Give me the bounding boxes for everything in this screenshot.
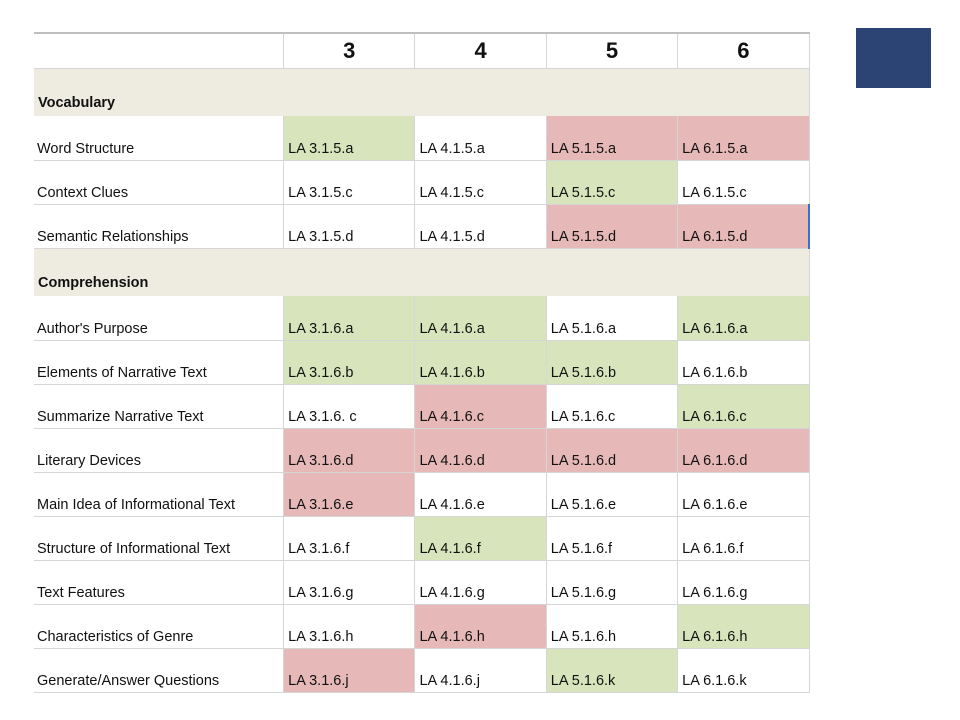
standard-cell-grade-4[interactable]: LA 4.1.5.c: [414, 160, 547, 205]
standard-cell-grade-4[interactable]: LA 4.1.6.j: [414, 648, 547, 693]
row-label[interactable]: Semantic Relationships: [34, 204, 285, 249]
standard-cell-grade-6[interactable]: LA 6.1.6.k: [677, 648, 810, 693]
table-row: Literary Devices LA 3.1.6.d LA 4.1.6.d LA 5…: [34, 428, 810, 473]
standard-cell-grade-5[interactable]: LA 5.1.6.c: [546, 384, 679, 429]
table-row: Main Idea of Informational Text LA 3.1.6.…: [34, 472, 810, 517]
standard-cell-grade-6[interactable]: LA 6.1.6.d: [677, 428, 810, 473]
row-label[interactable]: Word Structure: [34, 116, 285, 161]
standard-cell-grade-5[interactable]: LA 5.1.6.h: [546, 604, 679, 649]
standard-cell-grade-3[interactable]: LA 3.1.6.j: [283, 648, 416, 693]
standard-cell-grade-4[interactable]: LA 4.1.6.f: [414, 516, 547, 561]
row-label[interactable]: Characteristics of Genre: [34, 604, 285, 649]
standard-cell-grade-5[interactable]: LA 5.1.6.e: [546, 472, 679, 517]
row-label[interactable]: Author's Purpose: [34, 296, 285, 341]
section-title[interactable]: Comprehension: [34, 248, 810, 296]
table-row: Semantic Relationships LA 3.1.5.d LA 4.1.…: [34, 204, 811, 249]
grade-header-3[interactable]: 3: [283, 32, 416, 69]
standard-cell-grade-4[interactable]: LA 4.1.6.b: [414, 340, 547, 385]
standard-cell-grade-5[interactable]: LA 5.1.6.b: [546, 340, 679, 385]
section-row-vocabulary: Vocabulary: [34, 68, 810, 116]
standard-cell-grade-5[interactable]: LA 5.1.5.c: [546, 160, 679, 205]
standard-cell-grade-4[interactable]: LA 4.1.6.g: [414, 560, 547, 605]
standard-cell-grade-6[interactable]: LA 6.1.6.c: [677, 384, 810, 429]
standard-cell-grade-4[interactable]: LA 4.1.6.d: [414, 428, 547, 473]
standard-cell-grade-4[interactable]: LA 4.1.5.a: [414, 116, 547, 161]
standard-cell-grade-5[interactable]: LA 5.1.6.f: [546, 516, 679, 561]
table-row: Structure of Informational Text LA 3.1.6.…: [34, 516, 810, 561]
standard-cell-grade-6[interactable]: LA 6.1.6.a: [677, 296, 810, 341]
standard-cell-grade-6[interactable]: LA 6.1.6.g: [677, 560, 810, 605]
standard-cell-grade-5[interactable]: LA 5.1.6.a: [546, 296, 679, 341]
standard-cell-grade-3[interactable]: LA 3.1.6.g: [283, 560, 416, 605]
row-label[interactable]: Structure of Informational Text: [34, 516, 285, 561]
section-row-comprehension: Comprehension: [34, 248, 810, 296]
row-label[interactable]: Text Features: [34, 560, 285, 605]
standard-cell-grade-6[interactable]: LA 6.1.5.a: [677, 116, 810, 161]
grade-header-6[interactable]: 6: [677, 32, 810, 69]
table-row: Generate/Answer Questions LA 3.1.6.j LA 4.…: [34, 648, 810, 693]
standard-cell-grade-5[interactable]: LA 5.1.5.a: [546, 116, 679, 161]
standard-cell-grade-5[interactable]: LA 5.1.5.d: [546, 204, 679, 249]
grade-header-5[interactable]: 5: [546, 32, 679, 69]
standard-cell-grade-3[interactable]: LA 3.1.6.h: [283, 604, 416, 649]
standard-cell-grade-6[interactable]: LA 6.1.6.f: [677, 516, 810, 561]
standard-cell-grade-3[interactable]: LA 3.1.5.c: [283, 160, 416, 205]
row-label[interactable]: Elements of Narrative Text: [34, 340, 285, 385]
standard-cell-grade-5[interactable]: LA 5.1.6.k: [546, 648, 679, 693]
standard-cell-grade-4[interactable]: LA 4.1.6.a: [414, 296, 547, 341]
standard-cell-grade-3[interactable]: LA 3.1.6.e: [283, 472, 416, 517]
standard-cell-grade-5[interactable]: LA 5.1.6.g: [546, 560, 679, 605]
table-row: Text Features LA 3.1.6.g LA 4.1.6.g LA 5.1.…: [34, 560, 810, 605]
header-corner-cell[interactable]: [34, 32, 285, 69]
row-label[interactable]: Literary Devices: [34, 428, 285, 473]
standard-cell-grade-6[interactable]: LA 6.1.6.h: [677, 604, 810, 649]
standard-cell-grade-3[interactable]: LA 3.1.6.d: [283, 428, 416, 473]
accent-square: [856, 28, 931, 88]
grade-header-4[interactable]: 4: [414, 32, 547, 69]
section-title[interactable]: Vocabulary: [34, 68, 810, 116]
grid-body: 3 4 5 6 Vocabulary Word Structure LA 3.1.5…: [34, 32, 811, 693]
row-label[interactable]: Main Idea of Informational Text: [34, 472, 285, 517]
standard-cell-grade-4[interactable]: LA 4.1.6.h: [414, 604, 547, 649]
standard-cell-grade-3[interactable]: LA 3.1.6.f: [283, 516, 416, 561]
standard-cell-grade-4[interactable]: LA 4.1.6.e: [414, 472, 547, 517]
table-row: Author's Purpose LA 3.1.6.a LA 4.1.6.a LA 5…: [34, 296, 810, 341]
table-row: Characteristics of Genre LA 3.1.6.h LA 4.1…: [34, 604, 810, 649]
row-label[interactable]: Summarize Narrative Text: [34, 384, 285, 429]
standard-cell-grade-5[interactable]: LA 5.1.6.d: [546, 428, 679, 473]
standard-cell-grade-3[interactable]: LA 3.1.5.a: [283, 116, 416, 161]
standard-cell-grade-6[interactable]: LA 6.1.5.d: [677, 204, 811, 249]
standard-cell-grade-6[interactable]: LA 6.1.6.b: [677, 340, 810, 385]
table-row: Context Clues LA 3.1.5.c LA 4.1.5.c LA 5.1.…: [34, 160, 810, 205]
standards-grid: 3 4 5 6 Vocabulary Word Structure LA 3.1.5…: [34, 32, 811, 693]
table-row: Elements of Narrative Text LA 3.1.6.b LA 4…: [34, 340, 810, 385]
row-label[interactable]: Context Clues: [34, 160, 285, 205]
standard-cell-grade-6[interactable]: LA 6.1.6.e: [677, 472, 810, 517]
table-row: Word Structure LA 3.1.5.a LA 4.1.5.a LA 5.1…: [34, 116, 810, 161]
standard-cell-grade-3[interactable]: LA 3.1.5.d: [283, 204, 416, 249]
table-row: Summarize Narrative Text LA 3.1.6. c LA 4.…: [34, 384, 810, 429]
standard-cell-grade-3[interactable]: LA 3.1.6. c: [283, 384, 416, 429]
standard-cell-grade-6[interactable]: LA 6.1.5.c: [677, 160, 810, 205]
standard-cell-grade-3[interactable]: LA 3.1.6.b: [283, 340, 416, 385]
standard-cell-grade-4[interactable]: LA 4.1.5.d: [414, 204, 547, 249]
row-label[interactable]: Generate/Answer Questions: [34, 648, 285, 693]
standard-cell-grade-3[interactable]: LA 3.1.6.a: [283, 296, 416, 341]
standard-cell-grade-4[interactable]: LA 4.1.6.c: [414, 384, 547, 429]
grade-header-row: 3 4 5 6: [34, 32, 810, 69]
